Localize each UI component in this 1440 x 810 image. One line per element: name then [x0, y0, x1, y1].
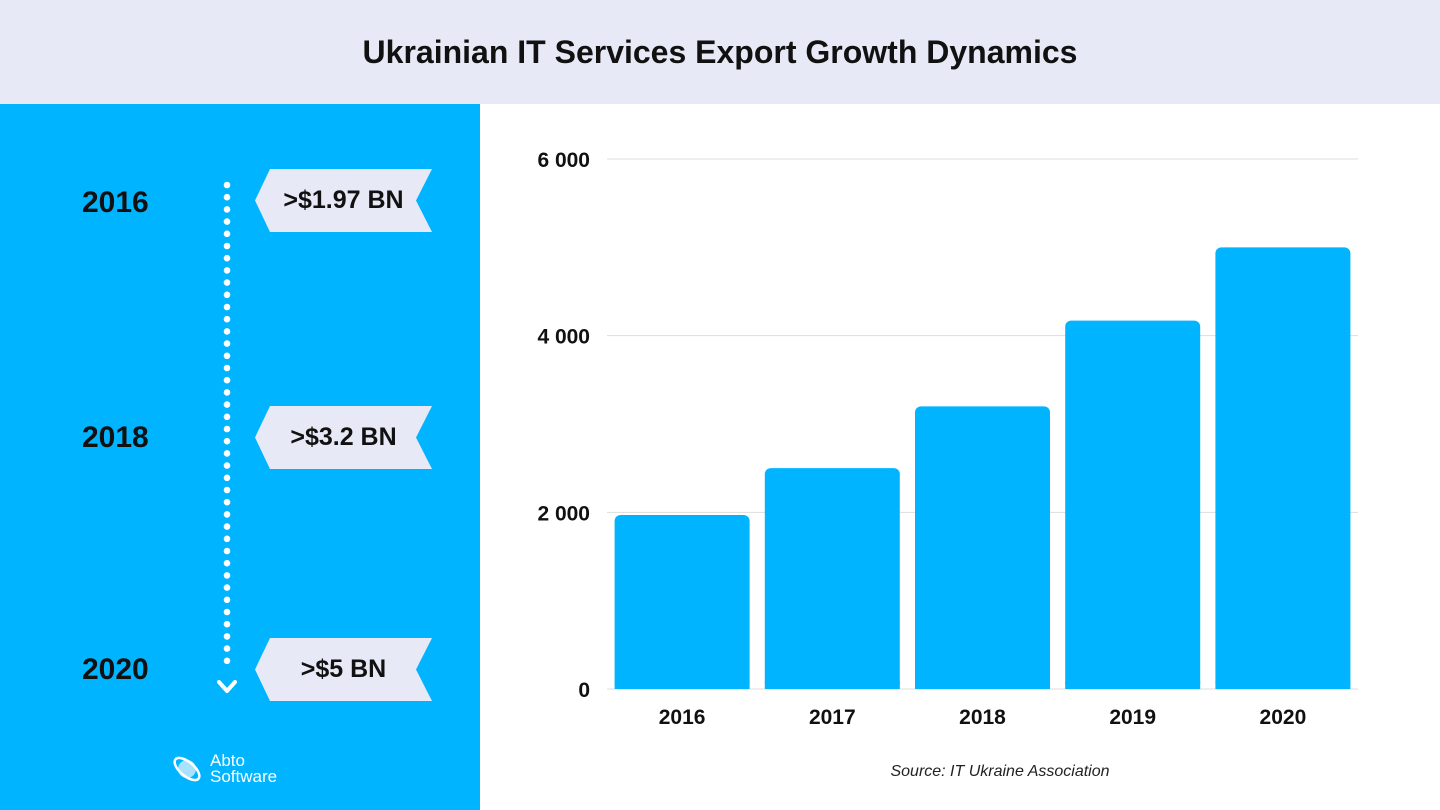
bar-2019	[1065, 320, 1201, 689]
x-tick-label: 2020	[1260, 706, 1307, 729]
logo-text-line1: Abto	[210, 751, 245, 770]
source-note: Source: IT Ukraine Association	[890, 763, 1110, 780]
bar-2018	[915, 406, 1050, 689]
bar-base	[1065, 681, 1201, 689]
y-tick-label: 2 000	[537, 502, 590, 525]
timeline-year: 2016	[82, 186, 149, 219]
timeline-arrow	[217, 181, 237, 693]
x-tick-label: 2019	[1109, 706, 1156, 729]
logo-icon	[173, 756, 201, 782]
bar-base	[614, 681, 750, 689]
timeline-year: 2018	[82, 421, 149, 454]
bar-2020	[1215, 247, 1351, 690]
y-tick-label: 6 000	[537, 149, 590, 172]
timeline-value-tag: >$5 BN	[255, 638, 432, 701]
x-tick-label: 2016	[659, 706, 706, 729]
timeline-year: 2020	[82, 653, 149, 686]
bar-chart: 0 2 000 4 000 6 000 2016 2017 2018 2019 2020	[537, 149, 1358, 729]
timeline-value: >$1.97 BN	[283, 186, 404, 214]
bar-base	[1215, 681, 1351, 689]
bar-base	[764, 681, 900, 689]
x-tick-label: 2018	[959, 706, 1006, 729]
header: Ukrainian IT Services Export Growth Dyna…	[0, 0, 1440, 104]
x-tick-label: 2017	[809, 706, 856, 729]
bar-base	[915, 681, 1050, 689]
logo-text-line2: Software	[210, 767, 278, 786]
timeline-value: >$5 BN	[300, 655, 387, 683]
bar-2016	[614, 514, 750, 689]
page-title: Ukrainian IT Services Export Growth Dyna…	[362, 33, 1078, 70]
y-tick-label: 0	[578, 679, 590, 702]
bar-2017	[764, 468, 900, 689]
timeline-value-tag: >$3.2 BN	[255, 406, 432, 469]
timeline-value: >$3.2 BN	[290, 423, 397, 451]
timeline-value-tag: >$1.97 BN	[255, 169, 432, 232]
y-tick-label: 4 000	[537, 326, 590, 349]
abto-software-logo: Abto Software	[170, 752, 277, 786]
